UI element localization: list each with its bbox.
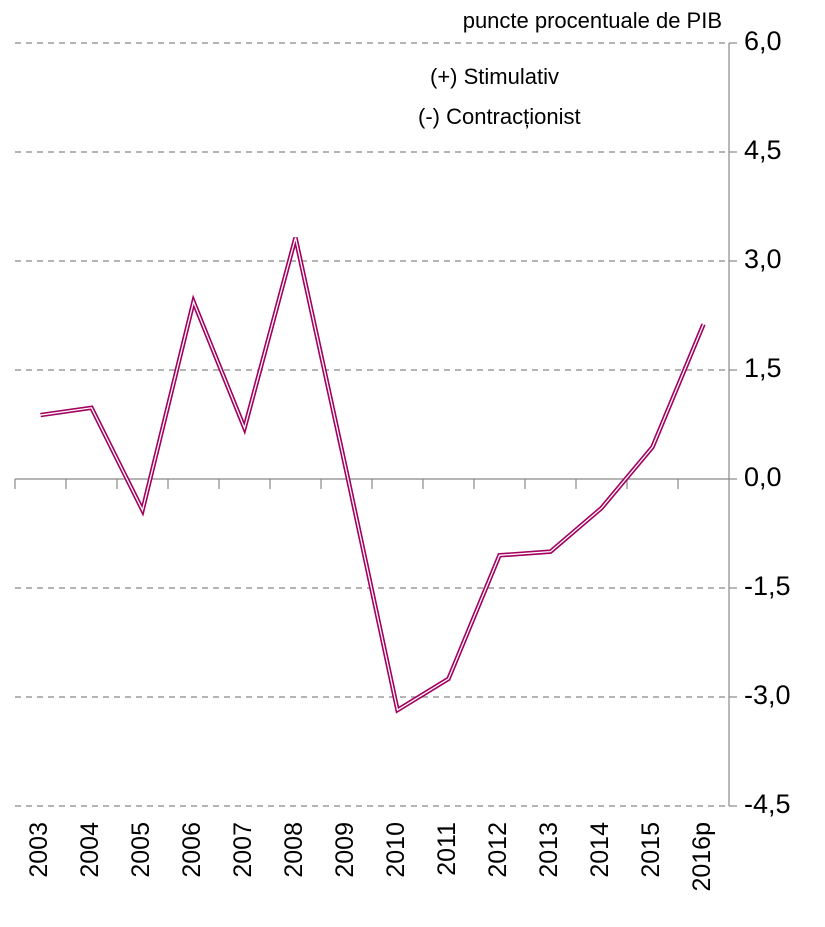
x-tick-label: 2003 [25, 822, 53, 878]
x-tick-label: 2005 [127, 822, 155, 878]
y-tick-label: -1,5 [744, 571, 791, 601]
x-tick-label: 2008 [280, 822, 308, 878]
x-tick-label: 2014 [586, 822, 614, 878]
x-tick-label: 2004 [76, 822, 104, 878]
x-tick-label: 2009 [331, 822, 359, 878]
x-tick-label: 2015 [637, 822, 665, 878]
annotation: (-) Contracționist [418, 104, 581, 129]
y-tick-label: 3,0 [744, 244, 782, 274]
unit-label: puncte procentuale de PIB [463, 8, 722, 33]
y-tick-label: 0,0 [744, 462, 782, 492]
x-tick-label: 2012 [484, 822, 512, 878]
x-tick-label: 2010 [382, 822, 410, 878]
x-tick-label: 2007 [229, 822, 257, 878]
y-tick-label: -4,5 [744, 789, 791, 819]
x-tick-label: 2006 [178, 822, 206, 878]
y-tick-label: 4,5 [744, 135, 782, 165]
annotation: (+) Stimulativ [430, 64, 559, 89]
y-tick-label: -3,0 [744, 680, 791, 710]
y-tick-label: 1,5 [744, 353, 782, 383]
x-tick-label: 2013 [535, 822, 563, 878]
series-line [40, 237, 706, 714]
x-tick-label: 2016p [688, 822, 716, 892]
y-tick-label: 6,0 [744, 26, 782, 56]
series-line-inner [40, 237, 705, 712]
x-tick-label: 2011 [433, 822, 461, 876]
